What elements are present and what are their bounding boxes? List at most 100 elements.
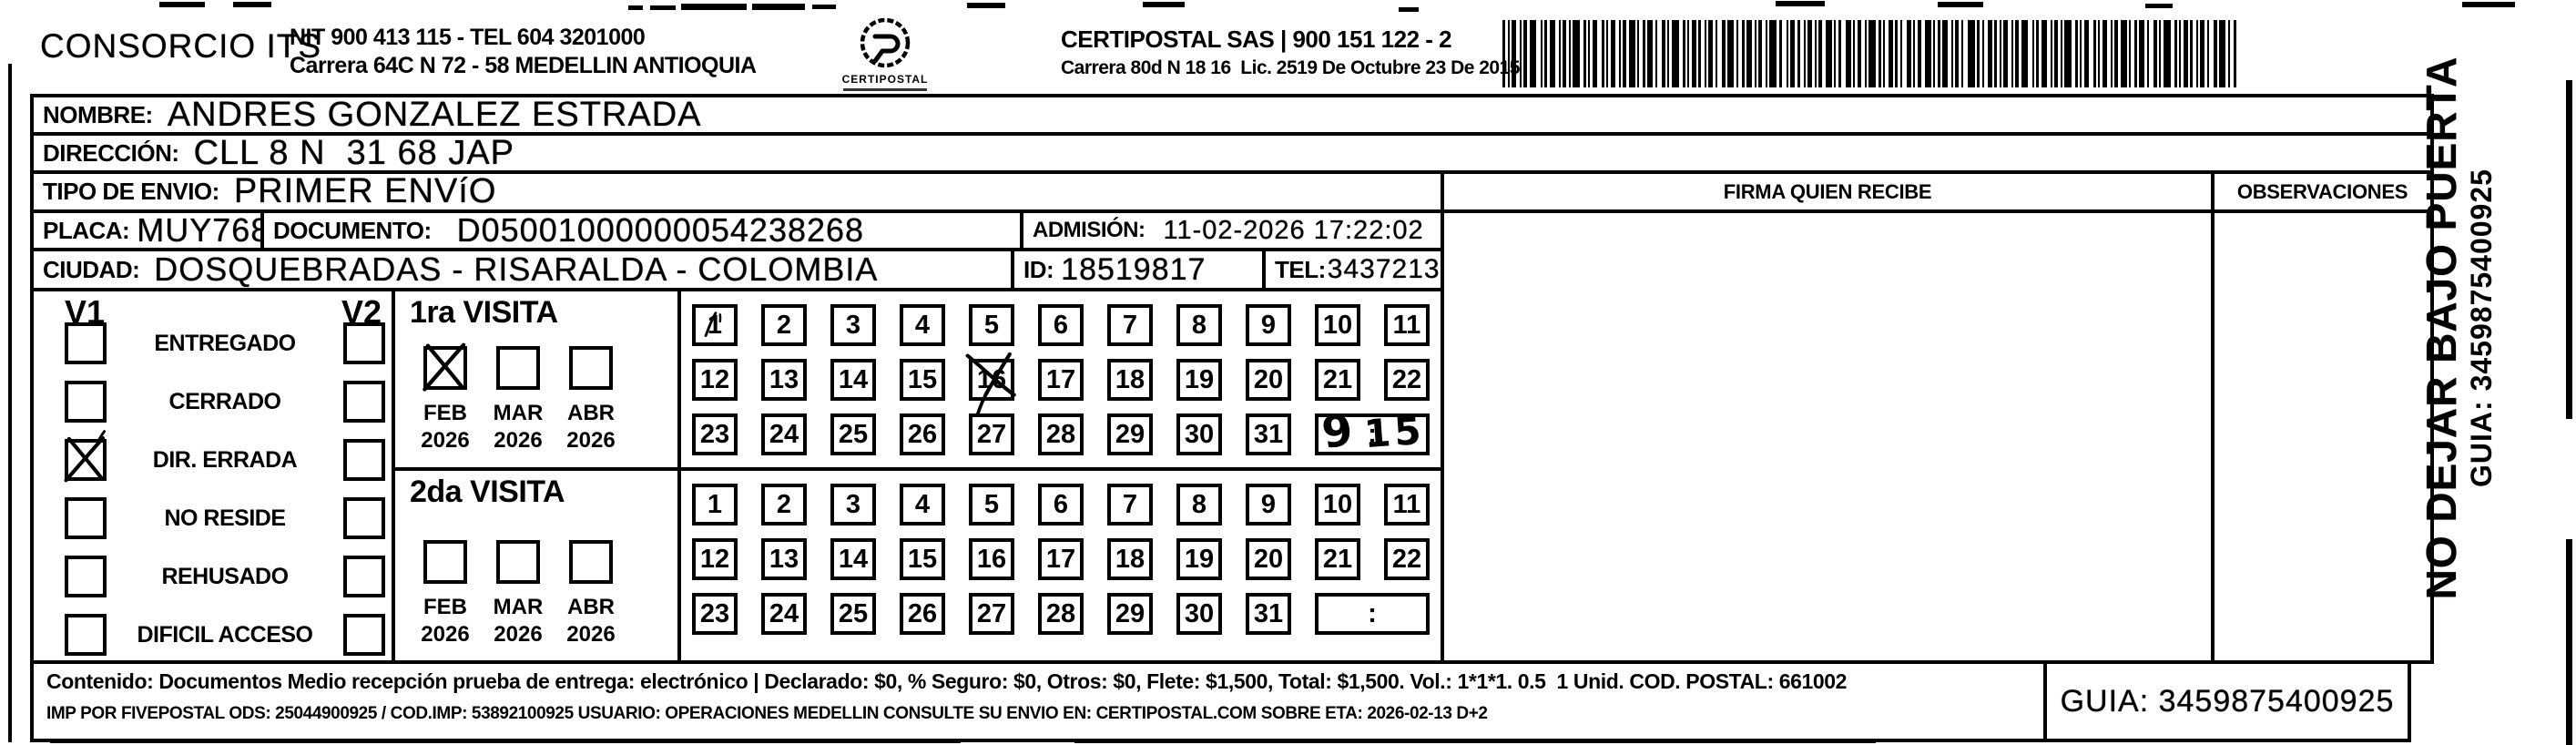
month-label: FEB bbox=[423, 595, 467, 619]
day-grid-row: 12 13 14 15 16 17 18 19 20 21 22 bbox=[692, 352, 1430, 429]
scan-artifact bbox=[650, 5, 676, 10]
status-row: CERRADO bbox=[34, 381, 392, 423]
tel-value: 3437213 bbox=[1327, 254, 1441, 284]
time-separator: : bbox=[1368, 598, 1377, 628]
day-number: 27 bbox=[976, 419, 1007, 449]
sender-nit-line: NIT 900 413 115 - TEL 604 3201000 bbox=[290, 25, 646, 50]
day-number: 31 bbox=[1253, 598, 1284, 628]
day-number: 10 bbox=[1322, 489, 1353, 519]
day-number: 18 bbox=[1115, 544, 1145, 574]
placa-label: PLACA: bbox=[43, 216, 130, 244]
day-cell: 17 bbox=[1038, 359, 1084, 401]
day-cell: 29 bbox=[1107, 593, 1153, 635]
scan-artifact bbox=[1074, 740, 1876, 743]
time-box: : bbox=[1315, 593, 1430, 635]
status-label: NO RESIDE bbox=[164, 505, 286, 531]
day-cell: 25 bbox=[830, 413, 876, 455]
day-number: 30 bbox=[1184, 598, 1215, 628]
day-number: 9 bbox=[1260, 310, 1277, 340]
firma-header: FIRMA QUIEN RECIBE bbox=[1723, 179, 1932, 203]
day-number: 12 bbox=[699, 364, 730, 394]
day-number: 24 bbox=[769, 419, 799, 449]
month-option: MAR 2026 bbox=[490, 540, 546, 648]
day-cell: 20 bbox=[1246, 538, 1291, 580]
firma-header-cell: FIRMA QUIEN RECIBE bbox=[1441, 170, 2215, 213]
certipostal-license-line: Carrera 80d N 18 16 Lic. 2519 De Octubre… bbox=[1061, 57, 1520, 78]
logo-wordmark: CERTIPOSTAL bbox=[841, 73, 929, 86]
documento-cell: DOCUMENTO: D05001000000054238268 bbox=[260, 209, 1023, 251]
day-cell: 13 bbox=[761, 538, 807, 580]
tel-label: TEL: bbox=[1275, 255, 1326, 283]
certipostal-stamp-icon bbox=[860, 17, 911, 68]
side-note: NO DEJAR BAJO PUERTA GUIA: 3459875400925 bbox=[2400, 9, 2517, 647]
observaciones-header-cell: OBSERVACIONES bbox=[2211, 170, 2434, 213]
v1-checkbox bbox=[65, 497, 107, 539]
scan-artifact bbox=[233, 2, 271, 7]
day-cell: 22 bbox=[1384, 359, 1430, 401]
status-label: REHUSADO bbox=[161, 564, 289, 589]
month-checkbox bbox=[496, 346, 540, 390]
month-option: MAR 2026 bbox=[490, 346, 546, 454]
day-number: 1 bbox=[707, 310, 723, 340]
day-cell: 23 bbox=[692, 593, 738, 635]
day-cell: 20 bbox=[1246, 359, 1291, 401]
observaciones-header: OBSERVACIONES bbox=[2236, 179, 2408, 203]
day-cell: 13 bbox=[761, 359, 807, 401]
scan-artifact bbox=[628, 5, 643, 10]
footer-contenido-line: Contenido: Documentos Medio recepción pr… bbox=[46, 669, 1848, 693]
day-number: 17 bbox=[1045, 364, 1076, 394]
day-number: 11 bbox=[1392, 310, 1421, 340]
scan-artifact bbox=[1143, 2, 1185, 7]
tipo-envio-cell: TIPO DE ENVIO: PRIMER ENVíO bbox=[30, 170, 1444, 213]
day-number: 7 bbox=[1122, 489, 1138, 519]
day-cell: 5 bbox=[969, 304, 1014, 346]
month-checkbox bbox=[569, 540, 613, 584]
day-cell: 25 bbox=[830, 593, 876, 635]
day-number: 1 bbox=[707, 489, 723, 519]
status-row: REHUSADO bbox=[34, 556, 392, 597]
day-number: 21 bbox=[1322, 544, 1353, 574]
day-cell: 15 bbox=[900, 359, 945, 401]
scan-artifact bbox=[752, 4, 805, 10]
day-cell: 5 bbox=[969, 484, 1014, 526]
sender-address-line: Carrera 64C N 72 - 58 MEDELLIN ANTIOQUIA bbox=[290, 53, 757, 78]
month-label: FEB bbox=[423, 401, 467, 425]
day-number: 28 bbox=[1045, 419, 1076, 449]
v2-checkbox bbox=[343, 322, 385, 364]
ciudad-value: DOSQUEBRADAS - RISARALDA - COLOMBIA bbox=[154, 250, 879, 288]
nombre-value: ANDRES GONZALEZ ESTRADA bbox=[167, 95, 702, 134]
year-label: 2026 bbox=[566, 622, 616, 647]
day-cell: 23 bbox=[692, 413, 738, 455]
scan-artifact bbox=[967, 3, 1005, 8]
guia-number-box: GUIA: 3459875400925 bbox=[2043, 660, 2411, 742]
nombre-row: NOMBRE: ANDRES GONZALEZ ESTRADA bbox=[30, 94, 2434, 136]
month-checkbox bbox=[496, 540, 540, 584]
id-value: 18519817 bbox=[1061, 251, 1207, 287]
certipostal-info-block: CERTIPOSTAL SAS | 900 151 122 - 2 Carrer… bbox=[1061, 26, 1520, 82]
day-number: 4 bbox=[914, 489, 931, 519]
scan-artifact bbox=[1938, 2, 1983, 7]
visit2-month-panel: 2da VISITA FEB 2026 MAR 2026 ABR 2026 bbox=[392, 467, 681, 664]
logo-fine-print-smudge bbox=[843, 88, 927, 91]
visit1-title: 1ra VISITA bbox=[410, 295, 558, 330]
day-number: 3 bbox=[845, 310, 861, 340]
day-grid-row: 1 2 3 4 5 6 7 8 9 10 11 bbox=[692, 484, 1430, 526]
day-number: 9 bbox=[1260, 489, 1277, 519]
guia-number: GUIA: 3459875400925 bbox=[2060, 683, 2395, 719]
v2-checkbox bbox=[343, 497, 385, 539]
scan-artifact bbox=[2145, 4, 2173, 8]
v2-checkbox bbox=[343, 556, 385, 597]
day-cell: 12 bbox=[692, 359, 738, 401]
month-checkbox bbox=[569, 346, 613, 390]
visit1-day-grid: 1 2 3 4 5 6 7 8 9 10 11 12 13 14 15 16 17 18 19 20 21 22 23 24 2… bbox=[677, 288, 1444, 471]
handwritten-x-mark bbox=[64, 435, 106, 483]
day-cell: 1 bbox=[692, 304, 738, 346]
day-number: 30 bbox=[1184, 419, 1215, 449]
scan-artifact bbox=[1776, 1, 1825, 6]
id-cell: ID: 18519817 bbox=[1011, 248, 1266, 291]
day-cell: 18 bbox=[1107, 538, 1153, 580]
day-cell: 14 bbox=[830, 538, 876, 580]
day-cell: 6 bbox=[1038, 484, 1084, 526]
day-number: 19 bbox=[1184, 544, 1215, 574]
day-cell: 26 bbox=[900, 593, 945, 635]
